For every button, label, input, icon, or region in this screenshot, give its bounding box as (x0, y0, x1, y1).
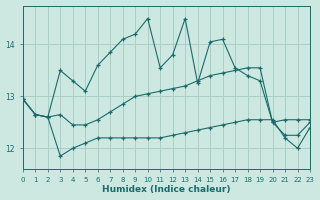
X-axis label: Humidex (Indice chaleur): Humidex (Indice chaleur) (102, 185, 231, 194)
